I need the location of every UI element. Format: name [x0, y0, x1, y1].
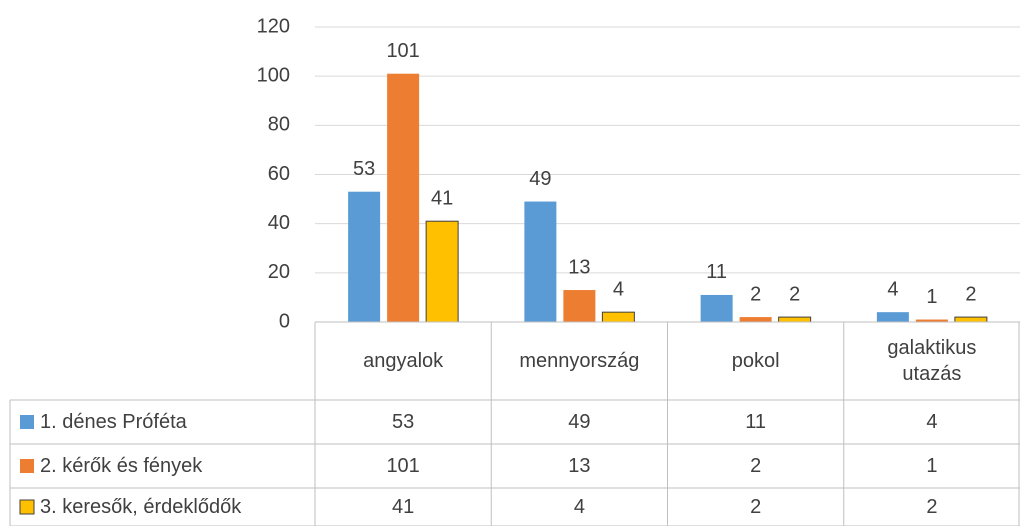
y-tick-label: 80	[268, 114, 290, 136]
legend-label: 1. dénes Próféta	[40, 411, 187, 433]
category-label: galaktikus utazás	[887, 337, 977, 385]
table-value: 53	[392, 411, 415, 433]
table-value: 4	[573, 496, 585, 518]
y-tick-label: 100	[257, 64, 290, 86]
bar	[563, 290, 596, 322]
y-tick-label: 60	[268, 163, 290, 185]
legend-key	[20, 415, 34, 429]
y-tick-label: 120	[257, 15, 290, 37]
data-label: 2	[965, 283, 976, 305]
bar	[915, 319, 948, 322]
table-value: 49	[568, 411, 591, 433]
bar	[524, 201, 557, 322]
y-tick-label: 40	[268, 212, 290, 234]
category-label: mennyország	[519, 350, 640, 372]
table-value: 11	[745, 411, 766, 433]
data-label: 2	[789, 283, 800, 305]
table-value: 2	[750, 496, 762, 518]
bar	[387, 73, 420, 322]
data-label: 49	[529, 168, 551, 190]
bar	[425, 220, 459, 323]
bar	[700, 294, 733, 322]
data-label: 1	[926, 286, 937, 308]
y-tick-label: 20	[268, 261, 290, 283]
data-label: 4	[887, 278, 898, 300]
data-label: 101	[386, 40, 419, 62]
data-label: 13	[568, 256, 590, 278]
category-label: pokol	[731, 350, 780, 372]
data-label: 2	[750, 283, 761, 305]
table-value: 1	[926, 455, 938, 477]
legend-label: 3. keresők, érdeklődők	[40, 496, 242, 518]
bar	[876, 312, 909, 322]
data-label: 41	[431, 187, 453, 209]
category-label: angyalok	[363, 350, 444, 372]
data-label: 11	[706, 261, 727, 283]
bar	[348, 191, 381, 322]
table-value: 101	[386, 455, 420, 477]
legend-label: 2. kérők és fények	[40, 455, 203, 477]
y-tick-label: 0	[279, 310, 290, 332]
table-value: 4	[926, 411, 938, 433]
table-value: 2	[750, 455, 762, 477]
bar	[601, 311, 635, 323]
data-label: 53	[353, 158, 375, 180]
bar	[739, 317, 772, 322]
legend-key	[20, 459, 34, 473]
legend-key	[19, 499, 35, 515]
data-label: 4	[613, 278, 624, 300]
table-value: 13	[568, 455, 591, 477]
table-value: 41	[392, 496, 415, 518]
table-value: 2	[926, 496, 938, 518]
